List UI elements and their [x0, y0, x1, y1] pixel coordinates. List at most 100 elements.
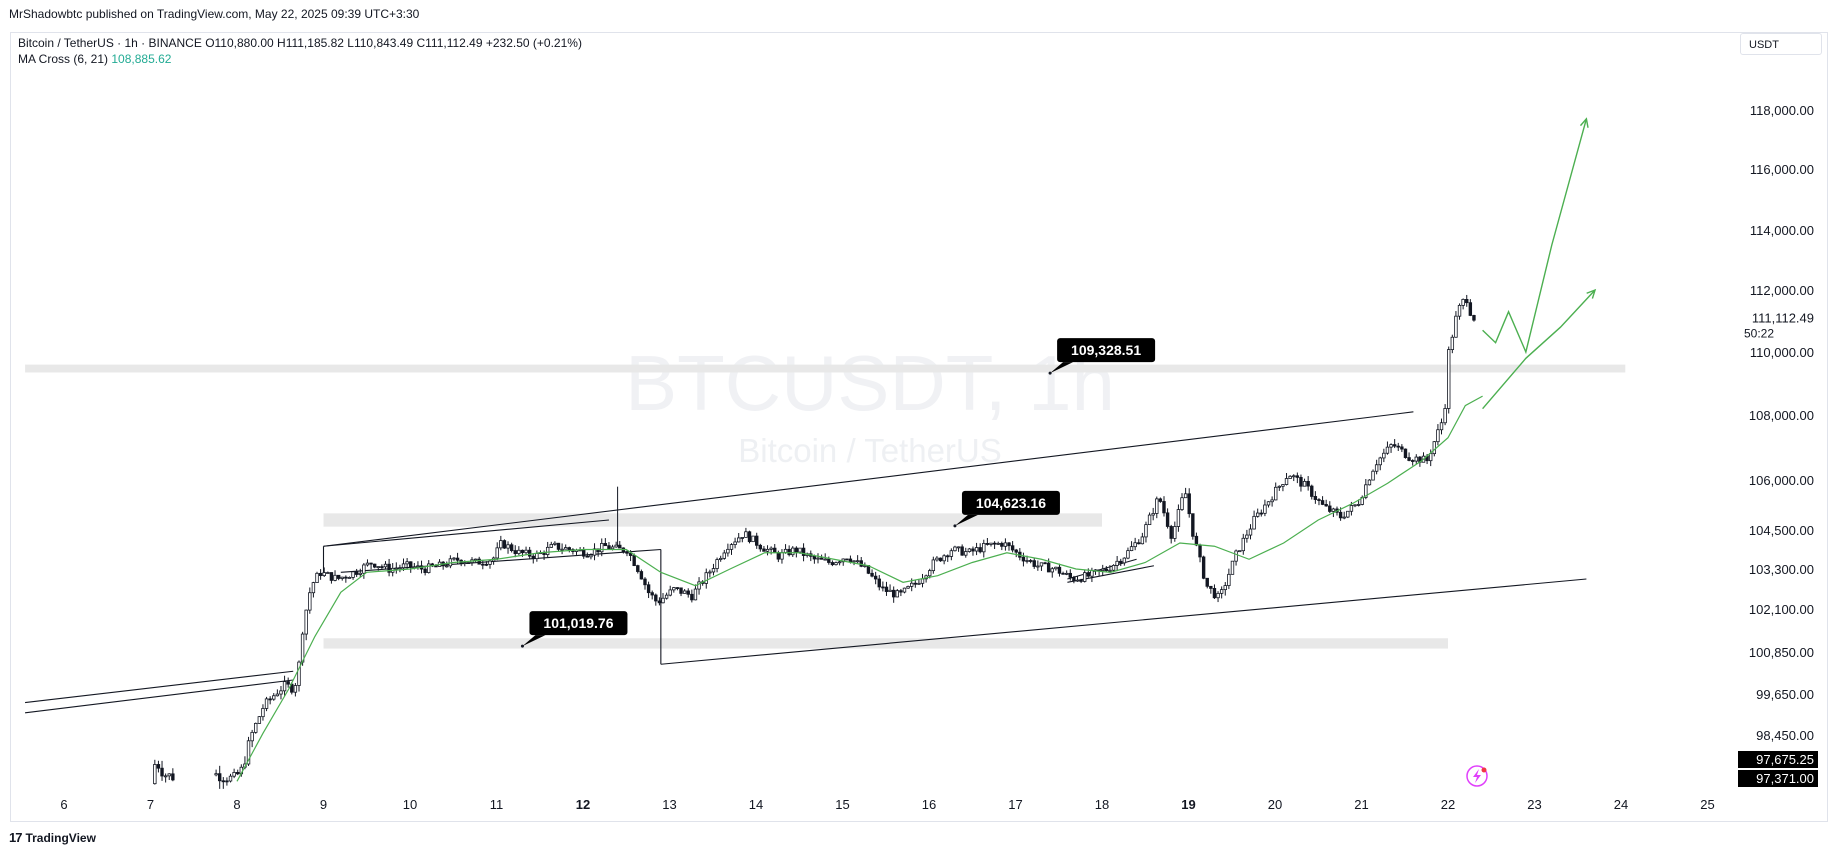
candle-body	[1328, 505, 1332, 512]
candle-body	[466, 562, 471, 564]
candle-body	[1162, 501, 1166, 514]
candle-body	[610, 546, 615, 550]
candle-body	[153, 764, 157, 785]
candle-body	[1392, 444, 1397, 447]
ma-cross-label[interactable]: MA Cross (6, 21)	[18, 52, 109, 66]
candle-body	[1165, 512, 1170, 527]
wedge-line	[1067, 565, 1155, 583]
flag-upper-line	[323, 519, 610, 547]
ma-cross-line	[236, 395, 1483, 782]
chart-pane[interactable]	[10, 32, 1828, 822]
candle-body	[1216, 592, 1220, 599]
candle-body	[596, 548, 600, 553]
candle-body	[1050, 568, 1054, 573]
price-tick-label: 106,000.00	[1749, 473, 1814, 488]
callout-pointer	[522, 635, 546, 647]
candle-body	[286, 681, 290, 685]
candle-body	[527, 549, 532, 557]
symbol-ohlc-line: Bitcoin / TetherUS · 1h · BINANCE O110,8…	[18, 35, 582, 51]
candle-body	[423, 568, 427, 574]
candle-body	[758, 544, 763, 550]
candle-body	[1299, 476, 1303, 487]
candle-body	[1439, 422, 1444, 431]
candle-body	[268, 698, 272, 701]
candle-body	[1000, 542, 1004, 547]
candle-body	[1266, 501, 1271, 506]
candle-body	[693, 588, 698, 601]
lightning-icon[interactable]	[1466, 765, 1488, 787]
time-tick-label: 6	[60, 797, 67, 812]
candle-body	[938, 557, 943, 562]
candle-body	[1396, 445, 1400, 448]
candle-body	[1194, 535, 1199, 546]
tradingview-footer: 17 TradingView	[9, 830, 96, 845]
candle-body	[711, 568, 716, 573]
candle-body	[1237, 550, 1242, 553]
projection-layer	[1482, 117, 1597, 410]
price-tick-label: 110,000.00	[1750, 345, 1814, 360]
candle-body	[1115, 560, 1119, 566]
ohlc-values: O110,880.00 H111,185.82 L110,843.49 C111…	[205, 36, 582, 50]
candle-body	[1407, 457, 1411, 461]
candle-body	[992, 542, 997, 545]
candle-body	[870, 572, 874, 577]
candle-body	[978, 547, 982, 553]
candle-body	[859, 560, 863, 567]
callout-box	[529, 611, 628, 636]
candle-body	[336, 574, 341, 579]
candle-body	[160, 767, 164, 777]
candle-body	[1342, 516, 1346, 519]
projection-path	[1482, 289, 1596, 410]
candle-body	[931, 559, 936, 572]
candle-body	[434, 565, 438, 568]
candle-body	[1364, 484, 1368, 498]
candle-body	[589, 554, 593, 558]
candle-body	[718, 557, 723, 560]
candle-body	[405, 561, 409, 565]
legend: Bitcoin / TetherUS · 1h · BINANCE O110,8…	[18, 35, 582, 67]
candle-body	[953, 546, 957, 552]
candle-body	[891, 589, 896, 598]
candle-body	[1158, 498, 1163, 502]
candle-body	[1295, 475, 1300, 478]
low-price-tag-b: 97,371.00	[1756, 771, 1814, 786]
symbol-info[interactable]: Bitcoin / TetherUS · 1h · BINANCE	[18, 36, 202, 50]
candle-body	[228, 775, 233, 782]
candle-body	[333, 574, 337, 581]
callout-anchor	[953, 524, 957, 528]
candle-body	[1241, 537, 1245, 552]
candle-body	[246, 740, 251, 765]
long-term-trend-line	[25, 670, 294, 704]
currency-button[interactable]: USDT	[1740, 33, 1822, 55]
candle-body	[1346, 510, 1350, 518]
candle-body	[499, 540, 503, 549]
candle-body	[848, 558, 853, 562]
candle-body	[816, 557, 820, 560]
candle-body	[236, 771, 240, 775]
candle-body	[1403, 448, 1408, 458]
candle-body	[340, 576, 344, 579]
candle-body	[1191, 513, 1195, 537]
candle-body	[232, 771, 236, 777]
candle-body	[679, 587, 683, 594]
candle-body	[1432, 441, 1437, 455]
candle-body	[783, 548, 788, 553]
price-axis[interactable]: 118,000.00 116,000.00 114,000.00 112,000.00…	[1749, 103, 1814, 743]
time-axis[interactable]: 6 7 8 9 10 11 12 13 14 15 16 17 18 19 20 21 22 23 24 25	[60, 797, 1714, 812]
candle-body	[697, 581, 701, 590]
candle-body	[495, 547, 499, 559]
candle-body	[322, 572, 326, 577]
candle-body	[873, 575, 878, 580]
candle-body	[250, 731, 254, 742]
candle-body	[365, 562, 370, 566]
candle-body	[661, 597, 665, 604]
candle-body	[171, 773, 175, 781]
price-tick-label: 116,000.00	[1750, 162, 1814, 177]
candle-body	[654, 594, 658, 602]
candle-body	[636, 565, 640, 572]
watermark-ticker: BTCUSDT, 1h	[625, 339, 1115, 427]
candle-body	[1227, 573, 1231, 586]
candle-body	[1468, 302, 1473, 316]
candle-body	[877, 578, 881, 588]
